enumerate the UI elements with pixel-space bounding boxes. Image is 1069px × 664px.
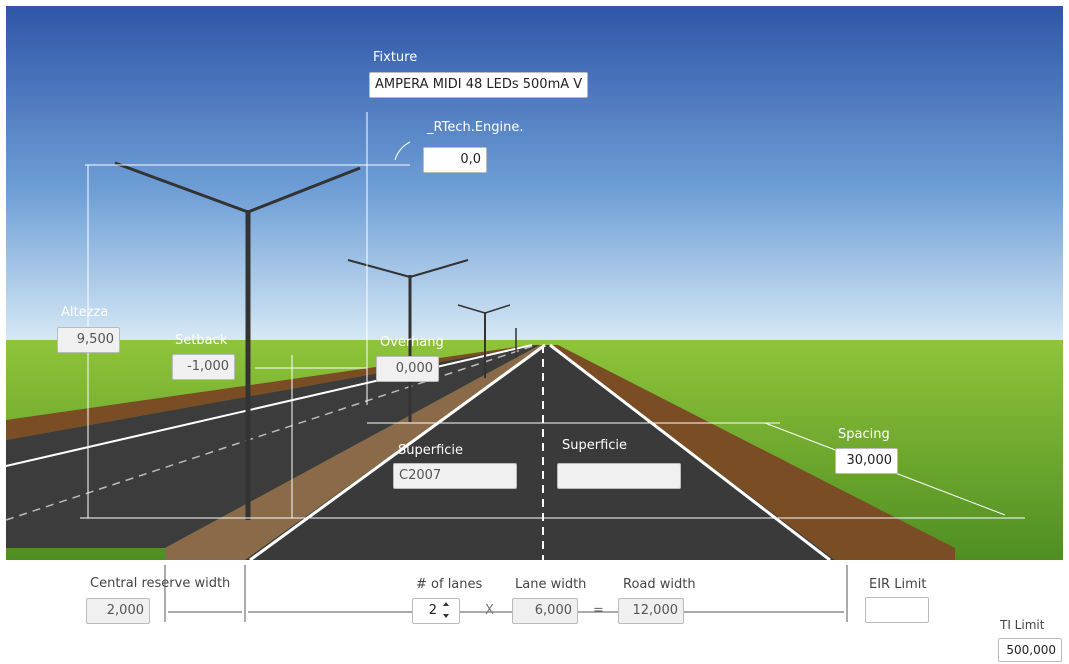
- overhang-field[interactable]: 0,000: [376, 356, 439, 382]
- lanes-spinner[interactable]: 2: [412, 598, 460, 624]
- lanes-label: # of lanes: [416, 577, 483, 592]
- overhang-label: Overhang: [380, 335, 444, 350]
- surface-left-field[interactable]: C2007: [393, 463, 517, 489]
- surface-right-label: Superficie: [562, 438, 628, 453]
- height-field[interactable]: 9,500: [57, 327, 120, 353]
- ti-limit-field[interactable]: 500,000: [998, 638, 1062, 662]
- spacing-label: Spacing: [838, 427, 890, 442]
- central-reserve-label: Central reserve width: [90, 576, 231, 591]
- equals-sign: =: [593, 603, 604, 618]
- surface-right-field[interactable]: [557, 463, 681, 489]
- times-sign: X: [485, 603, 494, 618]
- lane-width-field[interactable]: 6,000: [512, 598, 578, 624]
- height-label: Altezza: [61, 305, 109, 320]
- fixture-field[interactable]: AMPERA MIDI 48 LEDs 500mA V: [369, 72, 588, 98]
- spacing-field[interactable]: 30,000: [835, 448, 898, 474]
- central-reserve-field[interactable]: 2,000: [86, 598, 150, 624]
- surface-left-label: Superficie: [398, 443, 464, 458]
- ti-limit-label: TI Limit: [1000, 618, 1045, 632]
- setback-field[interactable]: -1,000: [172, 354, 235, 380]
- eir-limit-field[interactable]: [865, 597, 929, 623]
- tilt-field[interactable]: 0,0: [423, 147, 487, 173]
- fixture-label: Fixture: [373, 50, 418, 65]
- road-width-label: Road width: [623, 577, 696, 592]
- setback-label: Setback: [175, 333, 228, 348]
- lane-width-label: Lane width: [515, 577, 587, 592]
- road-width-field[interactable]: 12,000: [618, 598, 684, 624]
- tilt-label: _RTech.Engine.: [427, 120, 524, 135]
- eir-limit-label: EIR Limit: [869, 577, 927, 592]
